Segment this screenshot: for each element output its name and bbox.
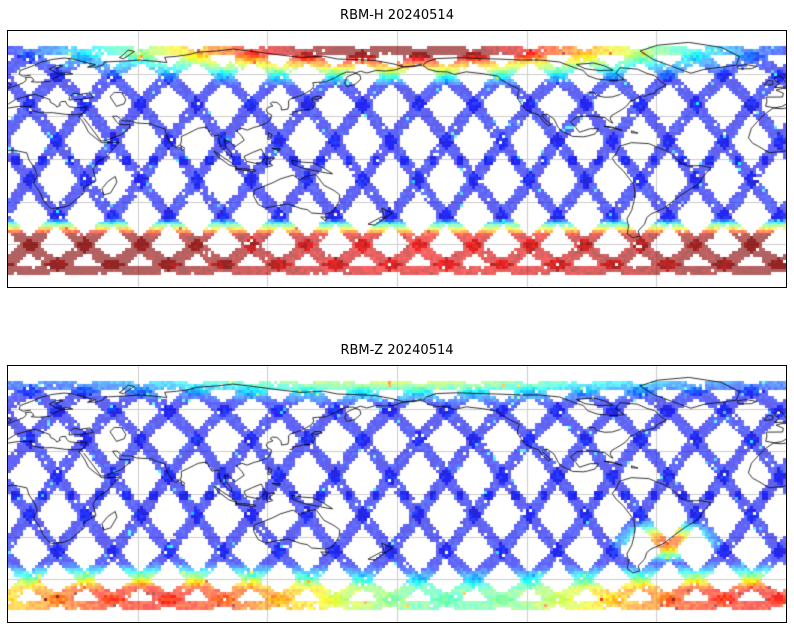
map-panel-rbm-h xyxy=(7,30,787,288)
panel-title-rbm-h: RBM-H 20240514 xyxy=(340,8,454,23)
map-canvas-rbm-h xyxy=(8,31,786,287)
map-panel-rbm-z xyxy=(7,365,787,623)
map-canvas-rbm-z xyxy=(8,366,786,622)
panel-title-rbm-z: RBM-Z 20240514 xyxy=(340,343,454,358)
